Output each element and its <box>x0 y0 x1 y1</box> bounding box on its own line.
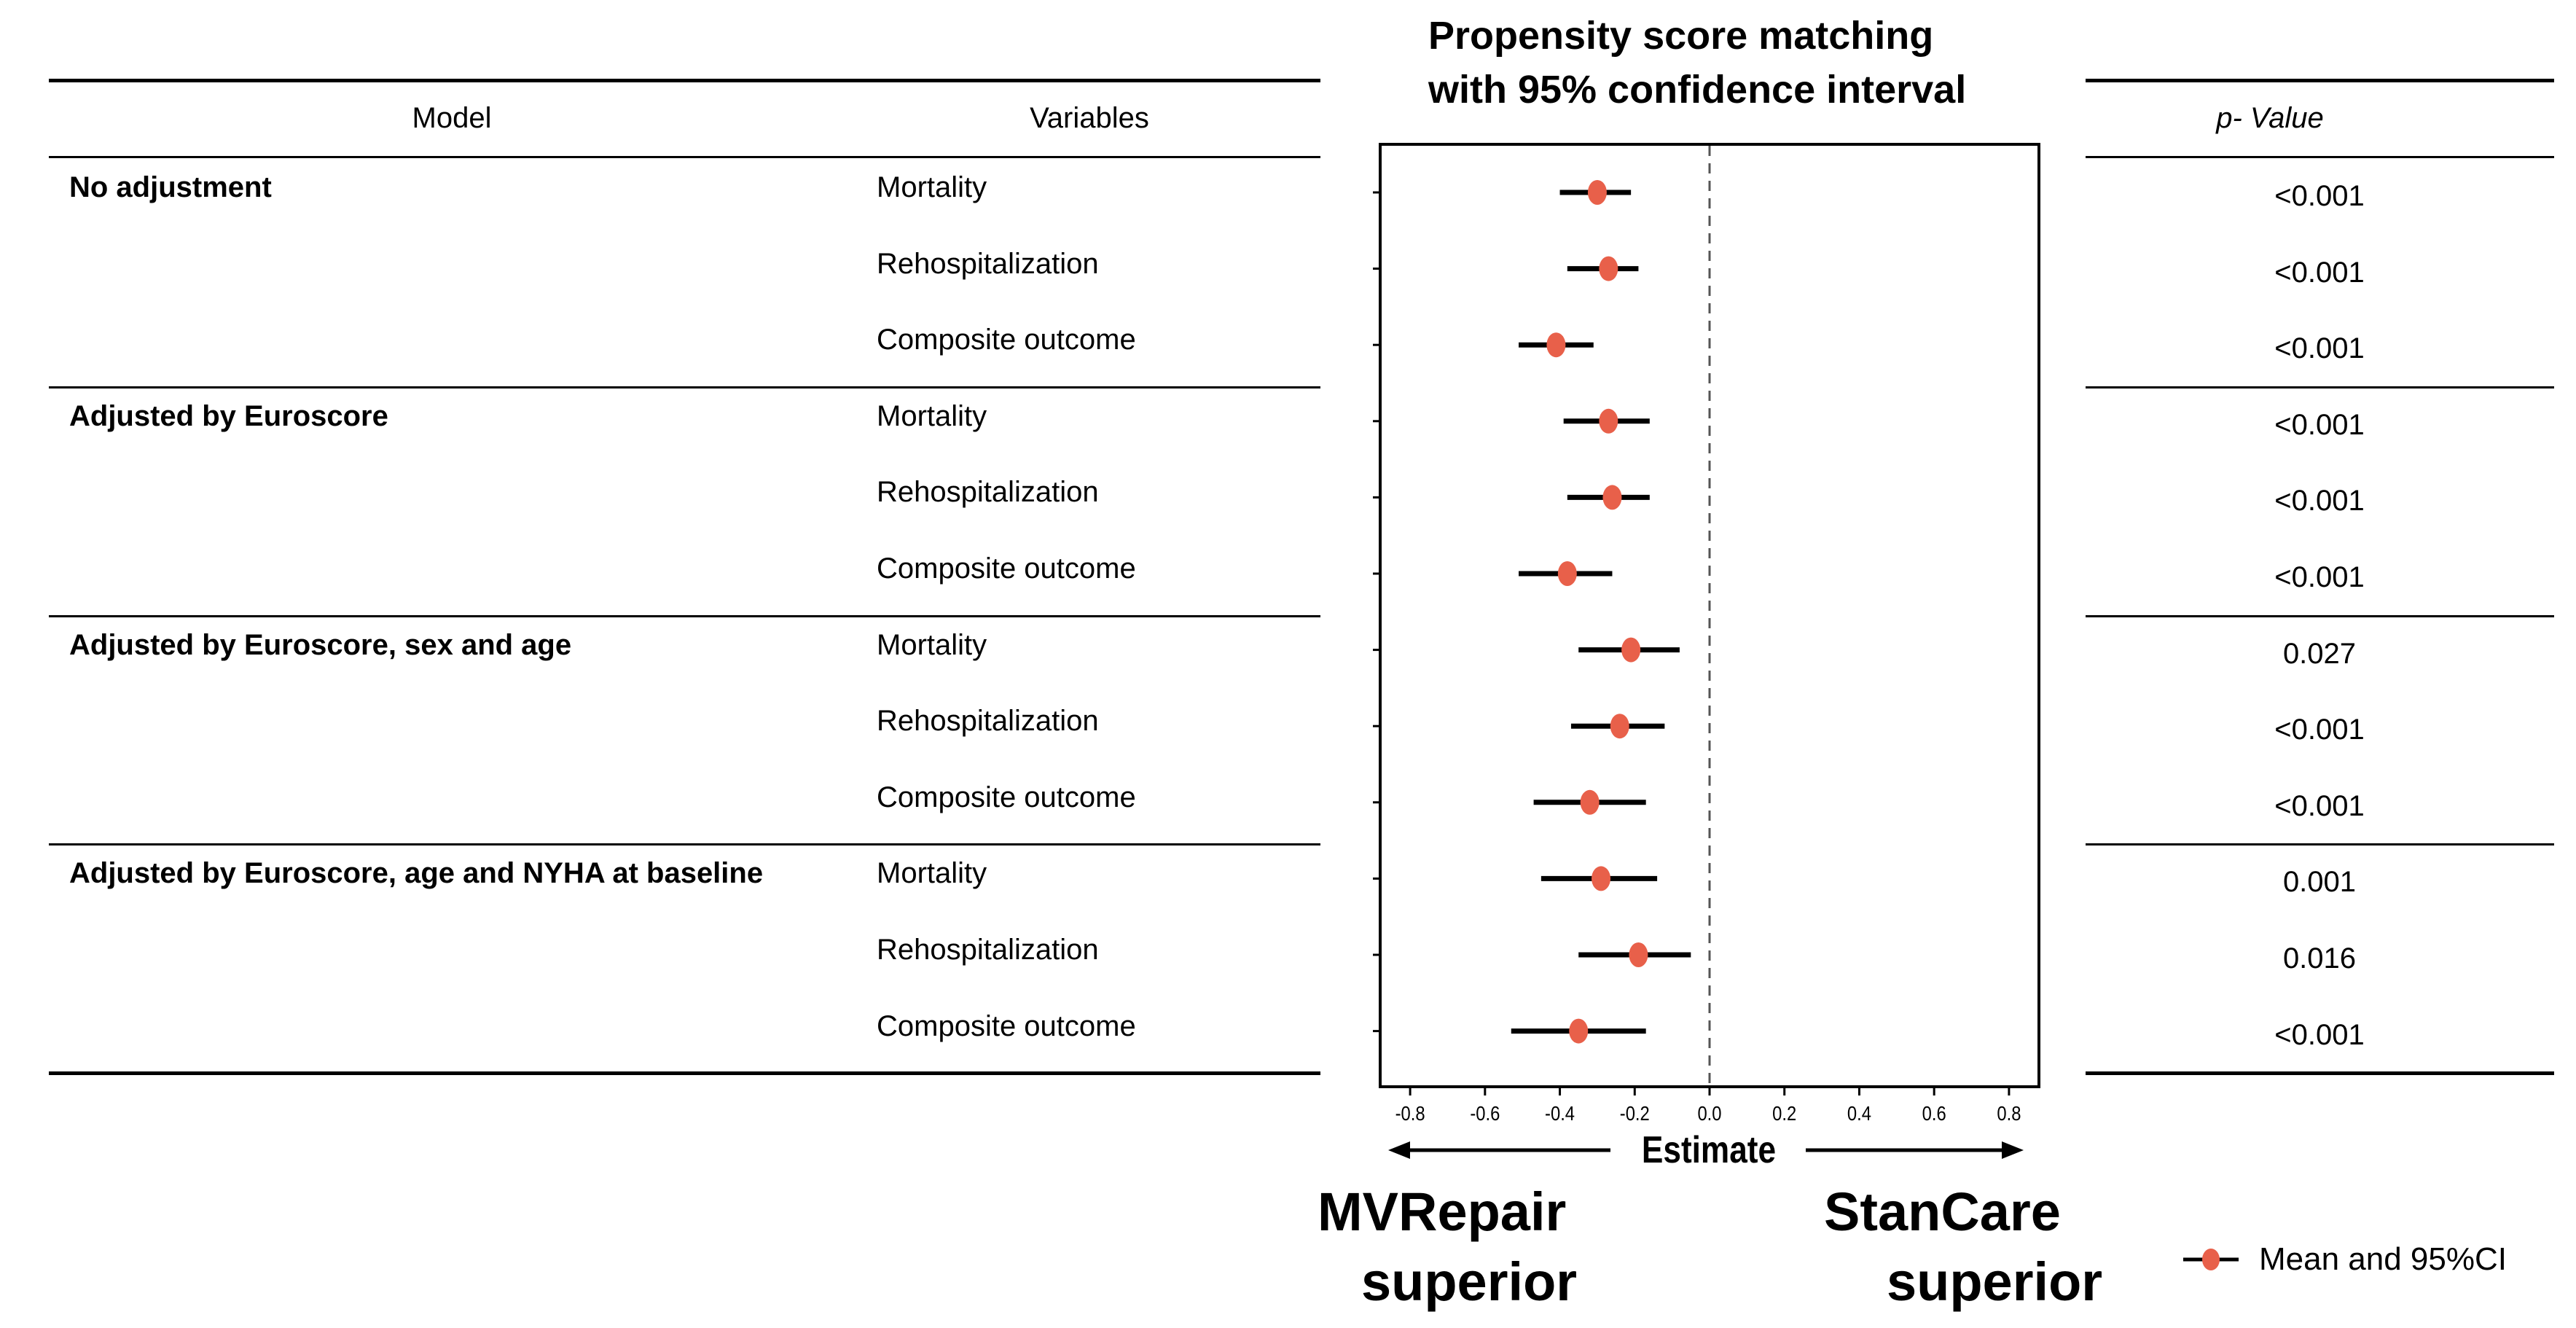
estimate-point <box>1569 1018 1589 1044</box>
variable-label: Mortality <box>877 628 987 661</box>
variable-label: Rehospitalization <box>877 476 1099 509</box>
p-value: <0.001 <box>2274 485 2365 517</box>
group-divider <box>49 615 1320 617</box>
right-arrow-head <box>2002 1141 2024 1159</box>
right-annotation-line2: superior <box>1887 1251 2103 1312</box>
group-divider <box>49 843 1320 845</box>
x-tick-label: 0.8 <box>1997 1101 2021 1125</box>
variable-label: Rehospitalization <box>877 705 1099 738</box>
variable-label: Mortality <box>877 857 987 890</box>
plot-frame <box>1379 143 2040 1088</box>
x-tick-label: 0.2 <box>1772 1101 1796 1125</box>
pvalue-bottom-rule <box>2086 1071 2554 1075</box>
x-tick-label: 0.0 <box>1697 1101 1721 1125</box>
legend-label: Mean and 95%CI <box>2259 1241 2507 1277</box>
p-value: <0.001 <box>2274 789 2365 822</box>
p-value: <0.001 <box>2274 561 2365 593</box>
variable-label: Composite outcome <box>877 324 1136 356</box>
group-divider <box>49 386 1320 388</box>
estimate-point <box>1599 408 1618 434</box>
model-header: Model <box>412 102 492 134</box>
model-label: Adjusted by Euroscore, sex and age <box>69 628 572 661</box>
p-value: <0.001 <box>2274 408 2365 441</box>
estimate-point <box>1587 180 1607 205</box>
header-bottom-rule <box>49 156 1320 158</box>
estimate-point <box>1610 714 1629 739</box>
variable-label: Mortality <box>877 399 987 432</box>
variables-header: Variables <box>1030 102 1149 134</box>
model-label: Adjusted by Euroscore, age and NYHA at b… <box>69 857 764 890</box>
x-tick-label: -0.6 <box>1470 1101 1500 1125</box>
estimate-point <box>1602 485 1622 510</box>
variable-label: Composite outcome <box>877 781 1136 813</box>
p-value: 0.001 <box>2282 866 2357 899</box>
x-tick-label: -0.2 <box>1620 1101 1650 1125</box>
x-tick-label: 0.4 <box>1847 1101 1871 1125</box>
chart-title-line2: with 95% confidence interval <box>1428 68 1967 112</box>
table-bottom-rule <box>49 1071 1320 1075</box>
estimate-point <box>1546 332 1566 358</box>
estimate-point <box>1592 866 1611 891</box>
left-annotation-line1: MVRepair <box>1318 1181 1567 1242</box>
estimate-point <box>1621 637 1641 663</box>
model-label: No adjustment <box>69 171 272 203</box>
p-value: 0.027 <box>2282 637 2357 670</box>
pvalue-group-divider <box>2086 615 2554 617</box>
p-value: <0.001 <box>2274 332 2365 365</box>
pvalue-group-divider <box>2086 843 2554 845</box>
p-value: <0.001 <box>2274 256 2365 289</box>
left-annotation-line2: superior <box>1361 1251 1578 1312</box>
x-tick-label: -0.8 <box>1395 1101 1425 1125</box>
p-value: 0.016 <box>2282 942 2357 974</box>
estimate-point <box>1599 256 1618 281</box>
model-label: Adjusted by Euroscore <box>69 399 388 432</box>
estimate-point <box>1580 789 1600 815</box>
variable-label: Composite outcome <box>877 1009 1136 1042</box>
left-arrow-head <box>1388 1141 1410 1159</box>
legend-marker <box>2202 1249 2220 1270</box>
p-value: <0.001 <box>2274 714 2365 746</box>
variable-label: Mortality <box>877 171 987 203</box>
variable-label: Rehospitalization <box>877 934 1099 966</box>
right-annotation-line1: StanCare <box>1824 1181 2061 1242</box>
variable-label: Composite outcome <box>877 552 1136 585</box>
estimate-point <box>1557 561 1577 586</box>
p-value: <0.001 <box>2274 1018 2365 1051</box>
pvalue-header-rule <box>2086 156 2554 158</box>
pvalue-top-rule <box>2086 79 2554 82</box>
pvalue-header: p- Value <box>2216 102 2324 134</box>
x-axis-label: Estimate <box>1642 1129 1776 1171</box>
estimate-point <box>1629 942 1648 967</box>
chart-title-line1: Propensity score matching <box>1428 14 1934 58</box>
p-value: <0.001 <box>2274 180 2365 212</box>
x-tick-label: 0.6 <box>1922 1101 1946 1125</box>
variable-label: Rehospitalization <box>877 247 1099 280</box>
table-top-rule <box>49 79 1320 82</box>
x-tick-label: -0.4 <box>1545 1101 1575 1125</box>
pvalue-group-divider <box>2086 386 2554 388</box>
